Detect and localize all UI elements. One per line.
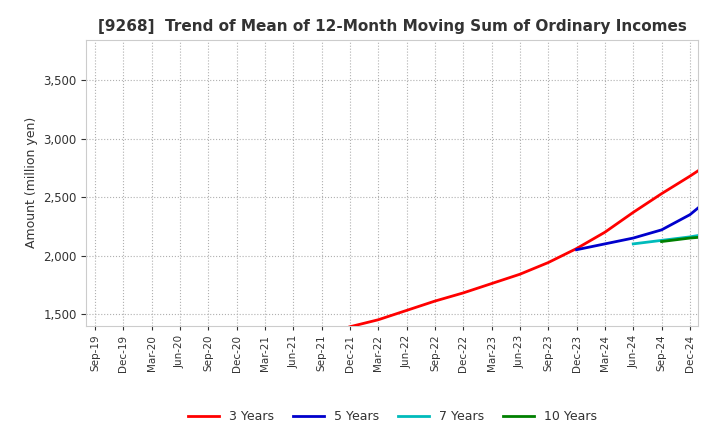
Title: [9268]  Trend of Mean of 12-Month Moving Sum of Ordinary Incomes: [9268] Trend of Mean of 12-Month Moving … — [98, 19, 687, 34]
Legend: 3 Years, 5 Years, 7 Years, 10 Years: 3 Years, 5 Years, 7 Years, 10 Years — [183, 405, 602, 428]
Y-axis label: Amount (million yen): Amount (million yen) — [24, 117, 37, 248]
